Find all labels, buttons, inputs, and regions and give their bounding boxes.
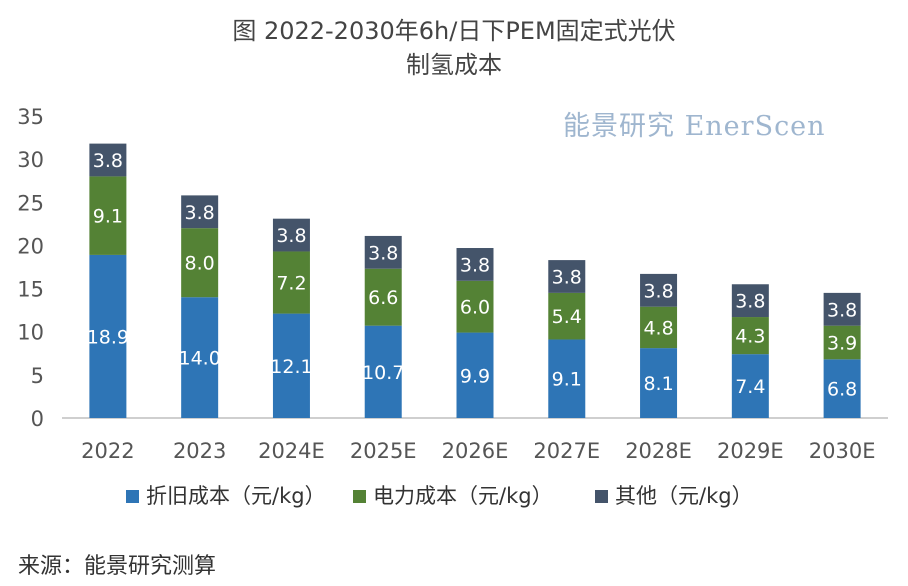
- legend-label: 折旧成本（元/kg）: [146, 484, 326, 508]
- legend-label: 其他（元/kg）: [615, 484, 753, 508]
- data-label: 4.8: [643, 317, 673, 339]
- y-tick-label: 30: [17, 148, 44, 172]
- bar-segment: [456, 280, 494, 333]
- data-label: 3.8: [827, 299, 857, 321]
- bar-segment: [364, 235, 402, 269]
- bar-segment: [89, 143, 127, 177]
- data-label: 3.8: [368, 242, 398, 264]
- data-label: 3.8: [93, 150, 123, 172]
- legend-label: 电力成本（元/kg）: [373, 484, 553, 508]
- data-label: 3.8: [185, 202, 215, 224]
- y-tick-label: 5: [31, 364, 44, 388]
- x-tick-label: 2025E: [350, 439, 417, 463]
- data-label: 3.8: [735, 291, 765, 313]
- source-note: 来源：能景研究测算: [18, 554, 217, 579]
- data-label: 6.0: [460, 297, 490, 319]
- bar-segment: [640, 273, 678, 307]
- data-label: 3.8: [460, 254, 490, 276]
- x-tick-label: 2022: [81, 439, 134, 463]
- bar-segment: [89, 176, 127, 255]
- bar-segment: [640, 348, 678, 418]
- data-label: 18.9: [87, 326, 129, 348]
- data-label: 3.8: [276, 225, 306, 247]
- x-tick-label: 2023: [173, 439, 226, 463]
- bar-segment: [823, 292, 861, 326]
- data-label: 10.7: [362, 362, 404, 384]
- watermark-logo: 能景研究 EnerScen: [563, 111, 826, 142]
- bar-segment: [456, 332, 494, 418]
- y-tick-label: 10: [17, 321, 44, 345]
- bar-segment: [272, 218, 310, 252]
- data-label: 5.4: [552, 306, 582, 328]
- data-label: 6.6: [368, 287, 398, 309]
- bar-segment: [731, 284, 769, 318]
- y-tick-label: 25: [17, 191, 44, 215]
- data-label: 3.8: [643, 280, 673, 302]
- y-tick-label: 15: [17, 278, 44, 302]
- x-tick-label: 2029E: [717, 439, 784, 463]
- legend-swatch: [126, 490, 139, 503]
- bar-segment: [548, 260, 586, 293]
- data-label: 3.8: [552, 266, 582, 288]
- bar-segment: [731, 354, 769, 418]
- bar-segment: [181, 195, 219, 229]
- bar-segment: [548, 292, 586, 340]
- bar-segment: [823, 325, 861, 360]
- legend-swatch: [595, 490, 608, 503]
- bar-segment: [640, 306, 678, 349]
- data-label: 6.8: [827, 379, 857, 401]
- data-label: 4.3: [735, 326, 765, 348]
- y-tick-label: 35: [17, 105, 44, 129]
- bar-segment: [272, 313, 310, 418]
- bar-segment: [364, 325, 402, 418]
- data-label: 12.1: [270, 356, 312, 378]
- x-tick-label: 2024E: [258, 439, 325, 463]
- data-label: 7.2: [276, 273, 306, 295]
- x-tick-label: 2030E: [809, 439, 876, 463]
- bar-segment: [181, 228, 219, 298]
- data-label: 7.4: [735, 376, 765, 398]
- data-label: 9.1: [93, 206, 123, 228]
- data-label: 8.0: [185, 253, 215, 275]
- data-label: 3.9: [827, 333, 857, 355]
- bar-segment: [548, 339, 586, 418]
- bar-segment: [272, 251, 310, 314]
- legend-swatch: [353, 490, 366, 503]
- chart-title-line1: 图 2022-2030年6h/日下PEM固定式光伏: [232, 17, 676, 45]
- data-label: 14.0: [179, 348, 221, 370]
- x-tick-label: 2027E: [533, 439, 600, 463]
- y-tick-label: 20: [17, 234, 44, 258]
- chart-title-line2: 制氢成本: [406, 51, 502, 79]
- data-label: 9.1: [552, 369, 582, 391]
- bar-segment: [823, 359, 861, 418]
- bar-segment: [364, 268, 402, 326]
- x-tick-label: 2026E: [442, 439, 509, 463]
- bar-segment: [456, 248, 494, 281]
- x-tick-label: 2028E: [625, 439, 692, 463]
- data-label: 8.1: [643, 373, 673, 395]
- bar-segment: [89, 254, 127, 418]
- y-tick-label: 0: [31, 407, 44, 431]
- bar-segment: [731, 317, 769, 355]
- bar-segment: [181, 297, 219, 418]
- data-label: 9.9: [460, 365, 490, 387]
